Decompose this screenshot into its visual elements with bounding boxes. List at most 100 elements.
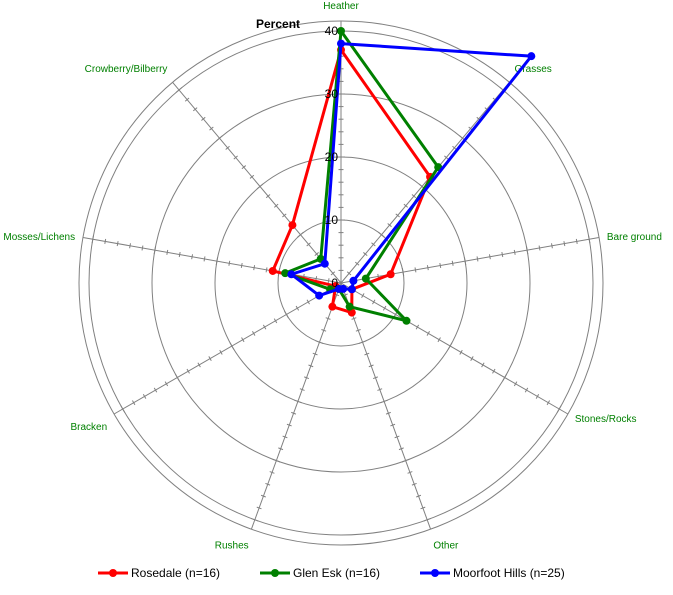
axis-tick	[459, 349, 463, 355]
category-axis	[82, 237, 342, 284]
legend: Rosedale (n=16) Glen Esk (n=16) Moorfoot H…	[98, 566, 565, 580]
axis-tick	[260, 494, 266, 498]
axis-tick	[551, 243, 553, 249]
category-axis	[172, 81, 342, 284]
axis-tick	[297, 231, 304, 238]
axis-tick	[250, 517, 259, 522]
axis-tick	[142, 393, 147, 399]
axis-tick	[229, 342, 235, 350]
axis-tick	[233, 155, 238, 160]
axis-tick	[575, 238, 578, 244]
axis-tick	[203, 256, 206, 262]
axis-tick	[423, 517, 432, 522]
legend-swatch-marker	[109, 569, 117, 577]
data-series	[268, 27, 536, 325]
category-label: Bare ground	[607, 232, 662, 243]
axis-tick	[197, 362, 201, 368]
axis-tick	[502, 373, 508, 382]
axis-tick	[525, 246, 529, 255]
axis-tick	[439, 262, 442, 269]
category-label: Stones/Rocks	[575, 414, 637, 425]
axis-tick	[225, 145, 230, 150]
axis-tick	[131, 400, 136, 406]
axis-tick	[426, 265, 429, 271]
data-point	[328, 302, 337, 311]
axis-tick	[191, 254, 194, 260]
axis-tick	[312, 352, 318, 356]
axis-tick	[390, 423, 396, 427]
axis-tick	[256, 506, 262, 510]
axis-tick	[361, 293, 365, 299]
axis-tick	[265, 267, 268, 273]
axis-tick	[291, 411, 297, 415]
category-label: Bracken	[70, 422, 107, 433]
axis-tick	[282, 213, 287, 218]
data-point	[334, 284, 343, 293]
series-line	[283, 29, 440, 323]
legend-label: Moorfoot Hills (n=25)	[453, 566, 565, 580]
radial-tick-label: 0	[331, 276, 338, 290]
axis-tick	[351, 317, 357, 320]
axis-tick	[377, 388, 383, 391]
axis-tick	[501, 252, 504, 258]
axis-tick	[546, 400, 551, 406]
series-group	[287, 39, 536, 300]
axis-tick	[488, 254, 491, 260]
axis-tick	[380, 399, 389, 404]
axis-tick	[368, 364, 374, 368]
axis-tick	[563, 241, 566, 247]
axis-tick	[330, 271, 336, 276]
axis-tick	[476, 256, 479, 262]
axis-tick	[166, 249, 169, 255]
axis-tick	[524, 387, 529, 393]
axis-tick	[387, 223, 392, 228]
legend-label: Glen Esk (n=16)	[293, 566, 380, 580]
data-point	[345, 302, 354, 311]
axis-tick	[299, 388, 305, 391]
legend-swatch-marker	[271, 569, 279, 577]
axis-tick	[164, 381, 169, 387]
axis-tick	[437, 337, 441, 343]
data-point	[361, 274, 370, 283]
axis-tick	[216, 135, 223, 142]
axis-tick	[411, 482, 417, 486]
axis-tick	[378, 231, 385, 238]
axis-tick	[463, 257, 467, 266]
axis-tick	[252, 330, 256, 336]
axis-tick	[372, 299, 376, 305]
category-label: Heather	[323, 1, 359, 12]
axis-tick	[120, 405, 126, 413]
legend-item: Moorfoot Hills (n=25)	[420, 566, 565, 580]
axis-tick	[141, 245, 144, 251]
category-label: Grasses	[515, 64, 552, 75]
axis-tick	[240, 262, 243, 269]
axis-tick	[273, 318, 278, 324]
axis-tick	[306, 299, 310, 305]
axis-tick	[327, 278, 330, 284]
axis-tick	[452, 145, 457, 150]
axis-tick	[241, 165, 247, 170]
data-point	[337, 39, 345, 48]
axis-tick	[358, 340, 367, 345]
category-label: Rushes	[215, 541, 249, 552]
radial-tick-labels: 0 10 20 30 40	[325, 24, 339, 290]
category-axis	[340, 282, 569, 415]
category-label: Crowberry/Bilberry	[85, 64, 168, 75]
axis-tick	[513, 381, 518, 387]
legend-swatch-marker	[431, 569, 439, 577]
radial-tick-label: 20	[325, 150, 339, 164]
radial-tick-label: 30	[325, 87, 339, 101]
axis-tick	[395, 213, 400, 218]
axis-tick	[416, 494, 422, 498]
legend-label: Rosedale (n=16)	[131, 566, 220, 580]
axis-tick	[208, 356, 212, 362]
axis-tick	[116, 241, 119, 247]
axis-tick	[192, 107, 198, 112]
axis-tick	[308, 364, 314, 368]
axis-tick	[228, 260, 231, 266]
axis-tick	[265, 482, 271, 486]
axis-tick	[403, 203, 409, 208]
axis-tick	[354, 261, 360, 266]
axis-tick	[444, 155, 449, 160]
axis-tick	[513, 249, 516, 255]
